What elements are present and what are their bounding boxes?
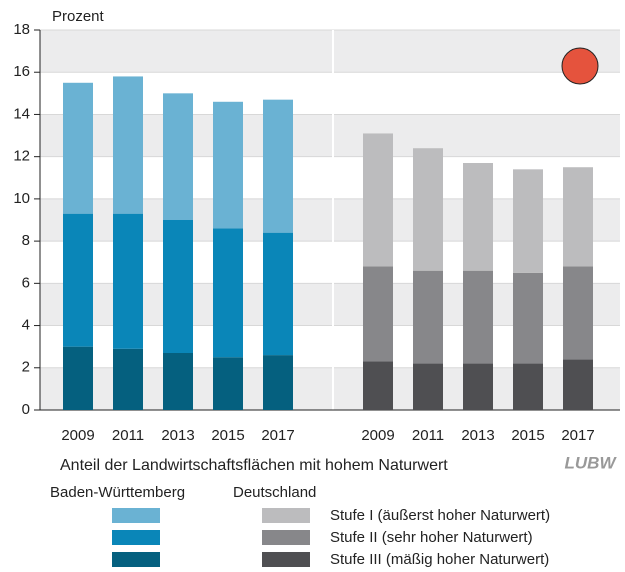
y-tick-label: 2 xyxy=(22,359,30,376)
y-tick-label: 12 xyxy=(13,148,30,165)
bar-segment xyxy=(263,355,293,410)
legend-swatch xyxy=(112,508,160,523)
x-tick-label: 2013 xyxy=(461,427,494,444)
y-axis-label: Prozent xyxy=(52,8,105,25)
bar-segment xyxy=(413,363,443,410)
legend-label: Stufe I (äußerst hoher Naturwert) xyxy=(330,507,550,524)
bar-segment xyxy=(563,167,593,267)
bar-segment xyxy=(163,220,193,353)
bar-segment xyxy=(63,346,93,410)
y-tick-label: 8 xyxy=(22,232,30,249)
x-tick-label: 2011 xyxy=(112,427,144,444)
bar-segment xyxy=(113,76,143,214)
bar-segment xyxy=(213,357,243,410)
legend-swatch xyxy=(112,530,160,545)
x-tick-label: 2015 xyxy=(211,427,244,444)
marker-dot xyxy=(561,47,599,85)
x-tick-label: 2017 xyxy=(261,427,294,444)
y-tick-label: 16 xyxy=(13,63,30,80)
logo: LUBW xyxy=(565,453,618,472)
bar-segment xyxy=(363,133,393,267)
grid-band xyxy=(40,30,620,73)
bar-segment xyxy=(463,363,493,410)
legend-swatch xyxy=(262,508,310,523)
x-tick-label: 2011 xyxy=(412,427,444,444)
x-tick-label: 2009 xyxy=(61,427,94,444)
bar-segment xyxy=(513,363,543,410)
y-tick-label: 14 xyxy=(13,105,30,122)
bar-segment xyxy=(363,266,393,362)
y-tick-label: 0 xyxy=(22,401,30,418)
bar-segment xyxy=(263,99,293,233)
bar-segment xyxy=(463,163,493,271)
bar-segment xyxy=(213,101,243,229)
x-tick-label: 2013 xyxy=(161,427,194,444)
legend-swatch xyxy=(262,530,310,545)
legend-label: Stufe II (sehr hoher Naturwert) xyxy=(330,529,533,546)
legend-swatch xyxy=(262,552,310,567)
bar-segment xyxy=(563,266,593,360)
legend-label: Stufe III (mäßig hoher Naturwert) xyxy=(330,551,549,568)
bar-segment xyxy=(363,361,393,410)
y-tick-label: 4 xyxy=(22,317,30,334)
bar-segment xyxy=(63,82,93,214)
bar-segment xyxy=(163,353,193,410)
x-tick-label: 2015 xyxy=(511,427,544,444)
legend-swatch xyxy=(112,552,160,567)
chart-title: Anteil der Landwirtschaftsflächen mit ho… xyxy=(60,457,448,474)
bar-segment xyxy=(413,270,443,364)
bar-segment xyxy=(413,148,443,271)
x-tick-label: 2009 xyxy=(361,427,394,444)
legend-header: Deutschland xyxy=(233,484,316,501)
bar-segment xyxy=(563,359,593,410)
bar-segment xyxy=(113,213,143,349)
y-tick-label: 10 xyxy=(13,190,30,207)
bar-segment xyxy=(113,348,143,410)
y-tick-label: 18 xyxy=(13,21,30,38)
legend-header: Baden-Württemberg xyxy=(50,484,185,501)
bar-segment xyxy=(63,213,93,347)
x-tick-label: 2017 xyxy=(561,427,594,444)
bar-segment xyxy=(513,169,543,273)
bar-segment xyxy=(213,228,243,358)
y-tick-label: 6 xyxy=(22,274,30,291)
bar-segment xyxy=(513,272,543,364)
bar-segment xyxy=(263,232,293,356)
bar-segment xyxy=(163,93,193,220)
bar-segment xyxy=(463,270,493,364)
